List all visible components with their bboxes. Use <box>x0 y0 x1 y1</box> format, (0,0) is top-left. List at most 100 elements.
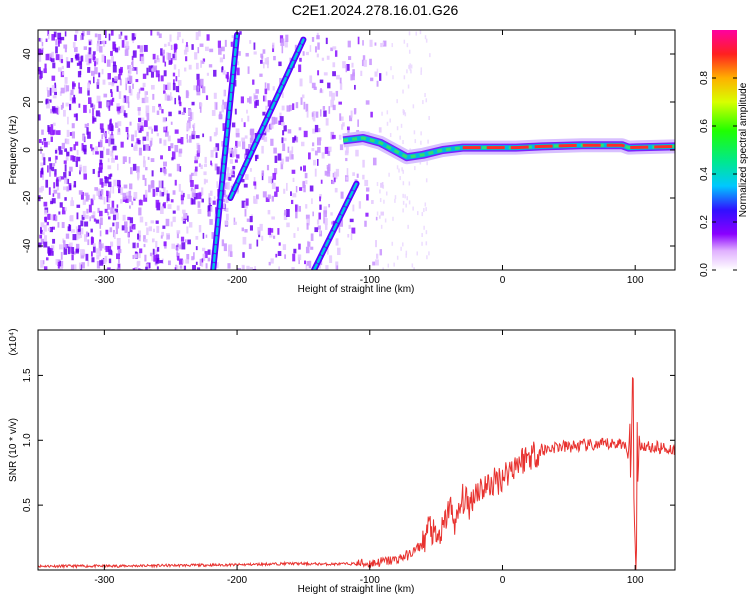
noise-speck <box>249 168 252 172</box>
noise-speck <box>112 186 115 194</box>
noise-speck <box>239 31 242 35</box>
noise-speck <box>185 259 190 264</box>
noise-speck <box>315 111 319 118</box>
noise-speck <box>156 110 160 115</box>
noise-speck <box>286 182 288 191</box>
noise-speck <box>175 265 179 270</box>
noise-speck <box>50 214 54 221</box>
noise-speck <box>384 218 387 223</box>
noise-speck <box>209 197 212 204</box>
noise-speck <box>391 43 394 48</box>
noise-speck <box>164 93 168 101</box>
noise-speck <box>277 228 280 235</box>
noise-speck <box>79 167 82 172</box>
noise-speck <box>222 123 226 131</box>
noise-speck <box>175 76 178 82</box>
noise-speck <box>345 157 348 162</box>
noise-speck <box>408 31 411 36</box>
noise-speck <box>299 57 302 62</box>
noise-speck <box>283 212 288 221</box>
noise-speck <box>70 155 74 161</box>
noise-speck <box>186 253 190 260</box>
noise-speck <box>312 142 315 147</box>
noise-speck <box>283 188 286 194</box>
noise-speck <box>221 141 225 147</box>
noise-speck <box>308 260 312 269</box>
noise-speck <box>228 244 233 253</box>
noise-speck <box>253 51 257 55</box>
noise-speck <box>55 179 59 187</box>
y-tick-label: 20 <box>22 96 33 108</box>
noise-speck <box>264 95 267 102</box>
noise-speck <box>172 72 176 77</box>
noise-speck <box>213 147 218 152</box>
noise-speck <box>49 169 51 177</box>
noise-speck <box>46 141 50 145</box>
noise-speck <box>175 86 180 93</box>
noise-speck <box>142 140 144 145</box>
noise-speck <box>99 217 103 226</box>
noise-speck <box>230 251 233 257</box>
noise-speck <box>365 212 369 217</box>
noise-speck <box>125 77 128 84</box>
noise-speck <box>271 116 276 125</box>
noise-speck <box>346 126 350 131</box>
noise-speck <box>134 267 138 270</box>
noise-speck <box>151 238 155 243</box>
noise-speck <box>246 109 248 114</box>
y-tick-label: -20 <box>22 190 33 205</box>
noise-speck <box>402 242 404 247</box>
noise-speck <box>216 181 219 188</box>
noise-speck <box>114 155 118 160</box>
noise-speck <box>262 111 266 116</box>
noise-speck <box>174 43 177 51</box>
noise-speck <box>117 263 121 270</box>
noise-speck <box>101 134 104 140</box>
noise-speck <box>370 77 374 82</box>
noise-speck <box>259 223 263 231</box>
noise-speck <box>73 94 76 102</box>
noise-speck <box>150 220 154 224</box>
noise-speck <box>67 116 69 125</box>
noise-speck <box>62 207 65 212</box>
noise-speck <box>81 262 85 269</box>
noise-speck <box>399 176 401 181</box>
y-tick-label: 1.5 <box>22 368 33 382</box>
noise-speck <box>379 249 383 256</box>
noise-speck <box>86 127 89 135</box>
noise-speck <box>138 147 142 156</box>
noise-speck <box>96 260 101 269</box>
noise-speck <box>168 60 172 65</box>
noise-speck <box>407 84 410 89</box>
noise-speck <box>405 250 408 255</box>
noise-speck <box>146 136 150 141</box>
noise-speck <box>393 262 395 267</box>
noise-speck <box>301 94 305 99</box>
noise-speck <box>59 244 63 250</box>
noise-speck <box>131 134 135 142</box>
noise-speck <box>39 234 43 239</box>
noise-speck <box>66 186 70 192</box>
noise-speck <box>314 150 318 156</box>
noise-speck <box>405 253 407 258</box>
noise-speck <box>75 113 78 121</box>
noise-speck <box>379 189 381 194</box>
noise-speck <box>323 110 327 117</box>
noise-speck <box>65 244 70 248</box>
noise-speck <box>421 212 424 217</box>
noise-speck <box>160 155 163 160</box>
noise-speck <box>75 141 79 146</box>
noise-speck <box>323 72 328 76</box>
noise-speck <box>40 260 44 268</box>
noise-speck <box>73 144 76 151</box>
noise-speck <box>99 46 103 53</box>
noise-speck <box>139 121 144 128</box>
noise-speck <box>98 112 101 118</box>
noise-speck <box>171 157 174 161</box>
noise-speck <box>228 245 231 251</box>
colorbar-label: Normalized spectral amplitude <box>738 82 749 217</box>
noise-speck <box>249 267 254 270</box>
noise-speck <box>281 92 284 98</box>
noise-speck <box>114 76 118 82</box>
noise-speck <box>72 264 77 270</box>
